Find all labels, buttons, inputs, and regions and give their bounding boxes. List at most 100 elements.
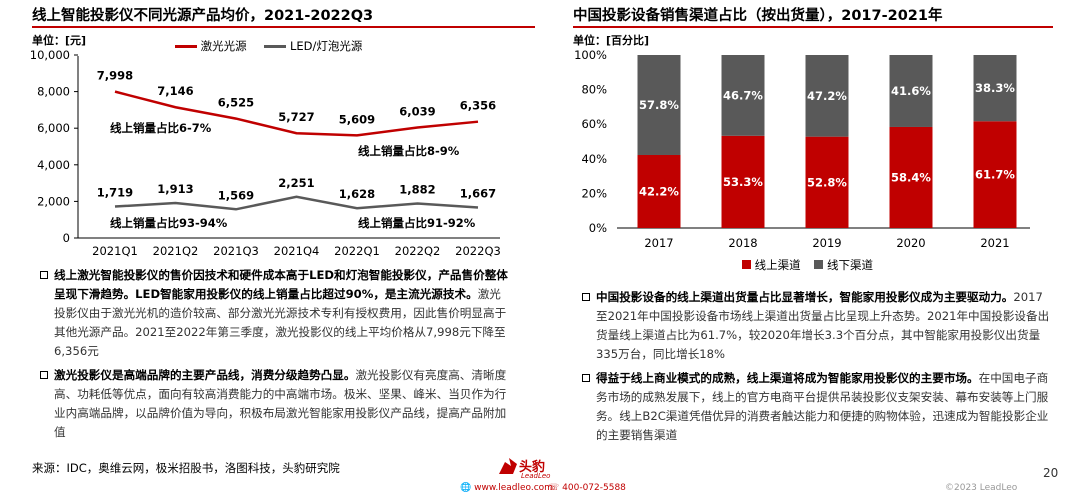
right-bullet-2-body: 在中国电子商务市场的成熟发展下，线上的官方电商平台提供吊装投影仪支架安装、幕布安… <box>596 371 1049 442</box>
legend-swatch-offline <box>814 260 824 269</box>
x-tick-label: 2021 <box>980 236 1009 250</box>
checkbox-icon <box>582 293 590 301</box>
bar-data-label: 47.2% <box>807 89 847 103</box>
right-bullet-1-body: 2017至2021年中国投影设备市场线上渠道出货量占比呈现上升态势。2021年中… <box>596 290 1050 361</box>
bar-segment-online <box>637 154 681 228</box>
annotation-laser-late: 线上销量占比8-9% <box>358 144 460 158</box>
brand-name: 头豹 <box>519 460 546 475</box>
bar-data-label: 42.2% <box>639 184 679 198</box>
x-tick-label: 2022Q2 <box>395 244 441 258</box>
bar-data-label: 61.7% <box>975 168 1015 182</box>
y-tick-label: 100% <box>574 48 607 62</box>
leopard-icon <box>499 458 517 474</box>
data-label: 6,039 <box>399 104 435 118</box>
left-title-rule <box>32 26 535 28</box>
series-line-led <box>114 195 479 211</box>
bar-segment-offline <box>637 55 681 155</box>
left-chart-title: 线上智能投影仪不同光源产品均价，2021-2022Q3 <box>32 8 374 24</box>
copyright: ©2023 LeadLeo <box>945 483 1018 493</box>
right-legend: 线上渠道 线下渠道 <box>742 257 873 273</box>
data-label: 2,251 <box>278 176 314 190</box>
bar-data-label: 58.4% <box>891 170 931 184</box>
legend-swatch-led <box>264 45 287 48</box>
y-tick-label: 40% <box>581 152 607 166</box>
x-tick-label: 2022Q3 <box>455 244 501 258</box>
left-unit-label: 单位：[元] <box>32 34 87 47</box>
data-label: 1,569 <box>218 188 254 202</box>
checkbox-icon <box>40 371 48 379</box>
annotation-led-early: 线上销量占比93-94% <box>110 216 228 230</box>
data-label: 1,719 <box>97 186 133 200</box>
bar-data-label: 38.3% <box>975 81 1015 95</box>
page-number: 20 <box>1043 466 1059 480</box>
bar-segment-offline <box>973 55 1017 122</box>
checkbox-icon <box>582 374 590 382</box>
bar-data-label: 41.6% <box>891 84 931 98</box>
brand-sub: LeadLeo <box>521 472 551 480</box>
y-tick-label: 60% <box>581 117 607 131</box>
x-tick-label: 2021Q4 <box>274 244 320 258</box>
bar-segment-offline <box>889 55 933 127</box>
bar-data-label: 57.8% <box>639 98 679 112</box>
bar-segment-online <box>889 126 933 228</box>
y-tick-label: 20% <box>581 186 607 200</box>
annotation-laser-early: 线上销量占比6-7% <box>110 121 212 135</box>
x-tick-label: 2021Q1 <box>92 244 138 258</box>
left-bullet-2-body: 激光投影仪有亮度高、清晰度高、功耗低等优点，面向有较高消费能力的中高端市场。极米… <box>54 368 507 439</box>
legend-swatch-laser <box>175 45 197 48</box>
data-label: 1,667 <box>460 186 496 200</box>
data-label: 5,609 <box>339 112 375 126</box>
bar-segment-offline <box>721 55 765 136</box>
data-label: 1,882 <box>399 183 435 197</box>
right-bullet-2: 得益于线上商业模式的成熟，线上渠道将成为智能家用投影仪的主要市场。在中国电子商务… <box>582 369 1052 445</box>
bar-segment-online <box>973 121 1017 228</box>
legend-label-offline: 线下渠道 <box>826 258 873 272</box>
data-label: 7,998 <box>97 69 133 83</box>
x-tick-label: 2020 <box>896 236 925 250</box>
left-legend: 激光光源 LED/灯泡光源 <box>175 38 362 54</box>
annotation-led-late: 线上销量占比91-92% <box>358 216 476 230</box>
data-label: 1,913 <box>157 182 193 196</box>
x-tick-label: 2018 <box>728 236 757 250</box>
data-label: 6,356 <box>460 99 496 113</box>
right-bar-chart: 0% 20% 40% 60% 80% 100% 42.2% 57.8% 2017 53.3% 46.… <box>574 48 1030 250</box>
phone-icon: ☏ <box>548 483 560 493</box>
checkbox-icon <box>40 271 48 279</box>
right-bullet-1: 中国投影设备的线上渠道出货量占比显著增长，智能家用投影仪成为主要驱动力。2017… <box>582 288 1052 364</box>
x-tick-label: 2019 <box>812 236 841 250</box>
left-line-chart: 0 2,000 4,000 6,000 8,000 10,000 2021Q1 2021Q2 2… <box>30 48 501 258</box>
bar-data-label: 52.8% <box>807 175 847 189</box>
legend-label-led: LED/灯泡光源 <box>289 39 363 53</box>
footer-phone-text: 400-072-5588 <box>562 483 626 493</box>
series-line-laser <box>114 90 479 137</box>
globe-icon: 🌐 <box>460 483 472 493</box>
y-tick-label: 0 <box>63 231 70 245</box>
left-bullet-1-head: 线上激光智能投影仪的售价因技术和硬件成本高于LED和灯泡智能投影仪，产品售价整体… <box>54 268 508 301</box>
source-note: 来源：IDC，奥维云网，极米招股书，洛图科技，头豹研究院 <box>32 461 340 475</box>
bar-segment-online <box>721 135 765 228</box>
legend-swatch-online <box>742 260 751 269</box>
left-bullet-1: 线上激光智能投影仪的售价因技术和硬件成本高于LED和灯泡智能投影仪，产品售价整体… <box>40 266 510 361</box>
left-bullet-2: 激光投影仪是高端品牌的主要产品线，消费分级趋势凸显。激光投影仪有亮度高、清晰度高… <box>40 366 510 442</box>
bar-segment-online <box>805 136 849 228</box>
data-label: 7,146 <box>157 84 193 98</box>
x-tick-label: 2022Q1 <box>334 244 380 258</box>
bar-data-label: 53.3% <box>723 175 763 189</box>
y-tick-label: 6,000 <box>37 121 70 135</box>
footer-site-text[interactable]: www.leadleo.com <box>474 483 553 493</box>
x-tick-label: 2021Q2 <box>153 244 199 258</box>
left-bullets: 线上激光智能投影仪的售价因技术和硬件成本高于LED和灯泡智能投影仪，产品售价整体… <box>40 266 510 447</box>
x-tick-label: 2017 <box>644 236 673 250</box>
y-tick-label: 10,000 <box>30 48 70 62</box>
right-bullet-2-head: 得益于线上商业模式的成熟，线上渠道将成为智能家用投影仪的主要市场。 <box>596 371 979 385</box>
bar-segment-offline <box>805 55 849 137</box>
brand-logo: 头豹 LeadLeo <box>495 454 555 482</box>
right-chart-title: 中国投影设备销售渠道占比（按出货量），2017-2021年 <box>573 8 943 24</box>
y-tick-label: 8,000 <box>37 85 70 99</box>
y-tick-label: 80% <box>581 83 607 97</box>
left-bullet-2-head: 激光投影仪是高端品牌的主要产品线，消费分级趋势凸显。 <box>54 368 356 382</box>
legend-label-laser: 激光光源 <box>200 39 247 53</box>
footer-phone: ☏ 400-072-5588 <box>548 483 626 493</box>
data-label: 6,525 <box>218 96 254 110</box>
footer-site[interactable]: 🌐 www.leadleo.com <box>460 483 553 493</box>
